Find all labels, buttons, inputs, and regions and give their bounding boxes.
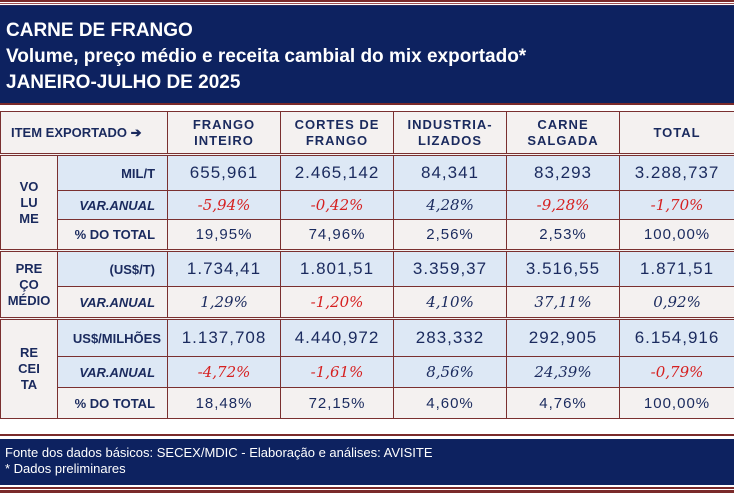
source-note: Fonte dos dados básicos: SECEX/MDIC - El… — [5, 445, 433, 460]
row-label: VAR.ANUAL — [56, 190, 169, 220]
cell: 74,96% — [280, 219, 395, 251]
period: JANEIRO-JULHO DE 2025 — [6, 72, 241, 93]
header-rule — [0, 103, 734, 105]
table-row: VAR.ANUAL 1,29% -1,20% 4,10% 37,11% 0,92… — [1, 286, 734, 319]
group-label-volume: VO LU ME — [0, 153, 58, 251]
row-label: % DO TOTAL — [56, 387, 169, 419]
title: CARNE DE FRANGO — [6, 20, 193, 41]
cell: 24,39% — [506, 356, 621, 388]
cell: 19,95% — [167, 219, 282, 251]
row-label: US$/MILHÕES — [56, 317, 169, 357]
cell: 8,56% — [393, 356, 508, 388]
cell: 4,10% — [393, 286, 508, 319]
cell: 0,92% — [619, 286, 734, 319]
group-label-preco-medio: PRE ÇO MÉDIO — [0, 249, 58, 319]
subtitle: Volume, preço médio e receita cambial do… — [6, 46, 527, 67]
table-row: VO LU ME MIL/T 655,961 2.465,142 84,341 83… — [0, 153, 734, 251]
column-header-total: TOTAL — [619, 111, 734, 155]
column-header-industrializados: INDUSTRIA- LIZADOS — [393, 111, 508, 155]
cell: 283,332 — [393, 317, 508, 357]
cell: 2,56% — [393, 219, 508, 251]
row-label: MIL/T — [56, 153, 169, 191]
cell: 37,11% — [506, 286, 621, 319]
cell: -5,94% — [167, 190, 282, 220]
cell: 1.734,41 — [167, 249, 282, 287]
cell: -4,72% — [167, 356, 282, 388]
bottom-rule — [0, 487, 734, 489]
cell: 83,293 — [506, 153, 621, 191]
cell: 4,76% — [506, 387, 621, 419]
cell: 4,60% — [393, 387, 508, 419]
group-label-receita: RE CEI TA — [0, 317, 58, 419]
column-header-cortes: CORTES DE FRANGO — [280, 111, 395, 155]
row-label: % DO TOTAL — [56, 219, 169, 251]
table-row: PRE ÇO MÉDIO (US$/T) 1.734,41 1.801,51 3.3… — [0, 249, 734, 319]
footer-panel: Fonte dos dados básicos: SECEX/MDIC - El… — [0, 439, 734, 485]
top-rule — [0, 0, 734, 2]
table-row: VAR.ANUAL -5,94% -0,42% 4,28% -9,28% -1,… — [1, 190, 734, 220]
row-label: VAR.ANUAL — [56, 356, 169, 388]
cell: 100,00% — [619, 387, 734, 419]
cell: 292,905 — [506, 317, 621, 357]
footer-rule-top — [0, 434, 734, 436]
item-header: ITEM EXPORTADO ➔ — [0, 111, 169, 155]
column-header-row: ITEM EXPORTADO ➔ FRANGO INTEIRO CORTES DE… — [0, 111, 734, 155]
preliminary-note: * Dados preliminares — [5, 461, 126, 476]
cell: 72,15% — [280, 387, 395, 419]
table-row: RE CEI TA US$/MILHÕES 1.137,708 4.440,972 … — [0, 317, 734, 419]
cell: 4.440,972 — [280, 317, 395, 357]
table-row: % DO TOTAL 19,95% 74,96% 2,56% 2,53% 100… — [1, 219, 734, 251]
title-panel: CARNE DE FRANGO Volume, preço médio e re… — [0, 5, 734, 103]
cell: 18,48% — [167, 387, 282, 419]
cell: 84,341 — [393, 153, 508, 191]
cell: 4,28% — [393, 190, 508, 220]
cell: 2.465,142 — [280, 153, 395, 191]
cell: 3.288,737 — [619, 153, 734, 191]
cell: -0,42% — [280, 190, 395, 220]
cell: 2,53% — [506, 219, 621, 251]
cell: 1.871,51 — [619, 249, 734, 287]
arrow-right-icon: ➔ — [130, 124, 142, 140]
cell: -9,28% — [506, 190, 621, 220]
cell: 1.137,708 — [167, 317, 282, 357]
table-row: % DO TOTAL 18,48% 72,15% 4,60% 4,76% 100… — [1, 387, 734, 419]
bottom-rule-2 — [0, 490, 734, 493]
cell: 100,00% — [619, 219, 734, 251]
column-header-frango-inteiro: FRANGO INTEIRO — [167, 111, 282, 155]
export-table: ITEM EXPORTADO ➔ FRANGO INTEIRO CORTES DE… — [0, 111, 734, 419]
cell: -1,20% — [280, 286, 395, 319]
cell: 3.359,37 — [393, 249, 508, 287]
cell: 1.801,51 — [280, 249, 395, 287]
cell: 655,961 — [167, 153, 282, 191]
cell: 3.516,55 — [506, 249, 621, 287]
cell: -0,79% — [619, 356, 734, 388]
cell: 6.154,916 — [619, 317, 734, 357]
cell: -1,70% — [619, 190, 734, 220]
cell: 1,29% — [167, 286, 282, 319]
row-label: VAR.ANUAL — [56, 286, 169, 319]
column-header-carne-salgada: CARNE SALGADA — [506, 111, 621, 155]
table-row: VAR.ANUAL -4,72% -1,61% 8,56% 24,39% -0,… — [1, 356, 734, 388]
row-label: (US$/T) — [56, 249, 169, 287]
top-rule-thin — [0, 3, 734, 4]
cell: -1,61% — [280, 356, 395, 388]
